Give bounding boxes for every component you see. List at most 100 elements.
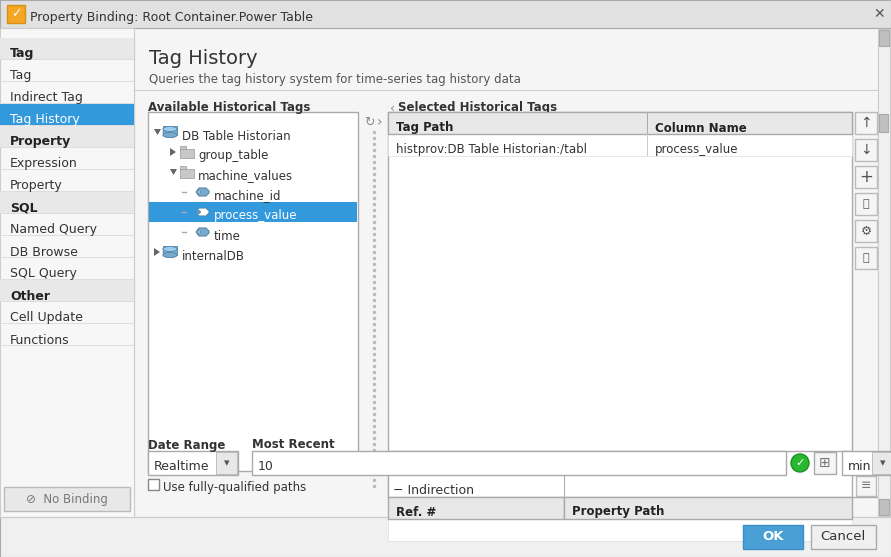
Bar — [855, 139, 877, 161]
Text: Other: Other — [10, 290, 50, 302]
Circle shape — [791, 454, 809, 472]
Text: +: + — [859, 168, 873, 186]
Bar — [388, 112, 852, 134]
Bar — [134, 28, 891, 517]
Text: Cancel: Cancel — [821, 530, 866, 544]
Text: OK: OK — [762, 530, 784, 544]
Bar — [0, 0, 891, 28]
Ellipse shape — [163, 126, 177, 131]
Text: Property: Property — [10, 179, 62, 193]
Text: − Indirection: − Indirection — [393, 485, 474, 497]
Polygon shape — [196, 188, 209, 196]
Polygon shape — [196, 228, 209, 236]
Text: Property: Property — [10, 135, 71, 149]
Text: Queries the tag history system for time-series tag history data: Queries the tag history system for time-… — [149, 74, 521, 86]
Text: Ref. #: Ref. # — [396, 506, 437, 519]
Polygon shape — [196, 208, 209, 216]
Text: Column Name: Column Name — [655, 121, 747, 134]
Bar — [216, 452, 237, 474]
Bar — [879, 30, 889, 46]
Text: SQL Query: SQL Query — [10, 267, 77, 281]
Text: SQL: SQL — [10, 202, 37, 214]
Bar — [856, 476, 876, 496]
Ellipse shape — [163, 133, 177, 138]
Text: ≡: ≡ — [861, 480, 871, 492]
Bar — [0, 59, 134, 60]
Bar — [0, 103, 134, 104]
Bar — [0, 345, 134, 346]
Bar — [148, 479, 159, 490]
Text: Named Query: Named Query — [10, 223, 97, 237]
Text: ↑: ↑ — [860, 116, 871, 130]
Bar — [878, 112, 889, 471]
Bar — [388, 519, 852, 541]
Text: Tag: Tag — [10, 70, 31, 82]
Bar — [163, 246, 177, 255]
Bar — [149, 202, 357, 222]
Bar — [148, 112, 358, 471]
Polygon shape — [170, 148, 176, 156]
Ellipse shape — [163, 252, 177, 257]
Bar — [0, 38, 134, 60]
Text: Tag: Tag — [10, 47, 35, 61]
Bar — [134, 90, 891, 91]
Bar — [0, 301, 134, 302]
Text: Available Historical Tags: Available Historical Tags — [148, 101, 310, 115]
Polygon shape — [154, 129, 161, 135]
Bar — [0, 517, 891, 518]
Text: Realtime: Realtime — [154, 461, 209, 473]
Ellipse shape — [163, 126, 177, 131]
Text: Property Path: Property Path — [572, 506, 665, 519]
Bar — [743, 525, 803, 549]
Text: group_table: group_table — [198, 149, 268, 163]
Text: 🗑: 🗑 — [862, 199, 870, 209]
Bar — [180, 146, 186, 150]
Bar — [842, 451, 891, 475]
Bar — [388, 134, 852, 156]
Circle shape — [198, 190, 200, 193]
Text: histprov:DB Table Historian:/tabl: histprov:DB Table Historian:/tabl — [396, 143, 587, 155]
Polygon shape — [154, 248, 160, 256]
Bar — [855, 247, 877, 269]
Text: ▾: ▾ — [880, 458, 886, 468]
Polygon shape — [170, 169, 177, 175]
Bar — [180, 149, 194, 158]
Text: ‹: ‹ — [390, 101, 395, 115]
Bar — [4, 487, 130, 511]
Bar — [252, 451, 786, 475]
Bar — [879, 114, 888, 132]
Bar — [647, 112, 648, 134]
Text: Indirect Tag: Indirect Tag — [10, 91, 83, 105]
Ellipse shape — [163, 247, 177, 252]
Bar — [134, 28, 135, 517]
Bar — [872, 452, 891, 474]
Bar — [0, 323, 134, 324]
Text: ›: › — [376, 115, 381, 129]
Text: time: time — [214, 229, 241, 242]
Bar — [0, 235, 134, 236]
Text: process_value: process_value — [655, 143, 739, 155]
Text: ✓: ✓ — [11, 7, 21, 21]
Bar — [388, 497, 564, 519]
Text: Expression: Expression — [10, 158, 78, 170]
Bar — [7, 5, 25, 23]
Bar — [148, 451, 238, 475]
Bar — [0, 104, 134, 126]
Bar — [855, 166, 877, 188]
Text: machine_id: machine_id — [214, 189, 282, 203]
Ellipse shape — [163, 133, 177, 138]
Bar — [180, 169, 194, 178]
Bar — [0, 191, 134, 192]
Bar — [855, 220, 877, 242]
Bar — [0, 279, 134, 280]
Text: ✕: ✕ — [873, 7, 885, 21]
Bar — [180, 166, 186, 170]
Text: Date Range: Date Range — [148, 438, 225, 452]
Bar — [878, 29, 890, 516]
Text: ⊘  No Binding: ⊘ No Binding — [26, 492, 108, 506]
Text: ↻: ↻ — [364, 115, 374, 129]
Text: machine_values: machine_values — [198, 169, 293, 183]
Text: Functions: Functions — [10, 334, 69, 346]
Bar — [163, 126, 177, 135]
Bar — [647, 134, 648, 156]
